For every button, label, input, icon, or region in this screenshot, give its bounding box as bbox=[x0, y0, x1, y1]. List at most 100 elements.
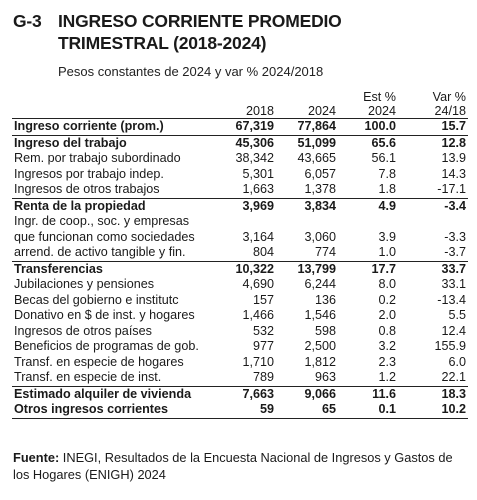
table-body: Ingreso corriente (prom.) 67,319 77,864 100… bbox=[12, 118, 468, 419]
figure-code: G-3 bbox=[13, 11, 42, 31]
value-2024: 51,099 bbox=[276, 134, 338, 151]
value-2024: 1,812 bbox=[304, 354, 336, 369]
table-row: Transf. en especie de hogares 1,710 1,812 2… bbox=[12, 355, 468, 371]
value-2018: 4,690 bbox=[242, 277, 274, 292]
source-text: INEGI, Resultados de la Encuesta Naciona… bbox=[13, 450, 453, 482]
table-row: Beneficios de programas de gob. 977 2,500 3… bbox=[12, 339, 468, 355]
table-row: Ingresos de otros trabajos 1,663 1,378 1.8 -… bbox=[12, 182, 468, 198]
row-label: Beneficios de programas de gob. bbox=[14, 339, 199, 354]
change-pct: 12.8 bbox=[398, 134, 468, 151]
row-label: Jubilaciones y pensiones bbox=[14, 277, 155, 292]
value-2018: 1,663 bbox=[242, 182, 274, 197]
share-2024: 0.2 bbox=[378, 292, 396, 307]
share-2024: 0.8 bbox=[378, 323, 396, 338]
row-label: Ingreso del trabajo bbox=[12, 134, 220, 151]
value-2024 bbox=[276, 214, 338, 230]
value-2024: 43,665 bbox=[297, 151, 336, 166]
value-2018: 59 bbox=[220, 402, 276, 419]
value-2024: 136 bbox=[314, 292, 336, 307]
share-2024: 1.0 bbox=[378, 245, 396, 260]
value-2018: 67,319 bbox=[220, 118, 276, 135]
share-2024 bbox=[338, 214, 398, 230]
change-pct: 15.7 bbox=[398, 118, 468, 135]
figure-title: INGRESO CORRIENTE PROMEDIO TRIMESTRAL (2… bbox=[58, 11, 342, 53]
share-2024: 1.8 bbox=[378, 182, 396, 197]
table-row: Estimado alquiler de vivienda 7,663 9,066 1… bbox=[12, 385, 468, 402]
change-pct: 22.1 bbox=[441, 370, 466, 385]
row-label: Transferencias bbox=[12, 260, 220, 277]
source-label: Fuente: bbox=[13, 450, 60, 465]
table-header-row: 2018 2024 Est % 2024 Var % 24/18 bbox=[12, 90, 468, 119]
figure-header: G-3 INGRESO CORRIENTE PROMEDIO TRIMESTRA… bbox=[13, 10, 468, 54]
table-row: Ingr. de coop., soc. y empresas bbox=[12, 214, 468, 230]
value-2024: 6,244 bbox=[304, 277, 336, 292]
row-label: Ingr. de coop., soc. y empresas bbox=[14, 214, 190, 229]
header-2024: 2024 bbox=[307, 104, 336, 118]
table-row: Becas del gobierno e institutc 157 136 0.2 -… bbox=[12, 293, 468, 309]
change-pct: 10.2 bbox=[398, 402, 468, 419]
change-pct: 155.9 bbox=[434, 339, 466, 354]
source-note: Fuente: INEGI, Resultados de la Encuesta… bbox=[13, 449, 468, 483]
value-2024: 2,500 bbox=[304, 339, 336, 354]
change-pct: 5.5 bbox=[448, 308, 466, 323]
income-table: 2018 2024 Est % 2024 Var % 24/18 Ingreso c… bbox=[12, 90, 468, 419]
table-row: Transf. en especie de inst. 789 963 1.2 22.1 bbox=[12, 370, 468, 386]
share-2024: 1.2 bbox=[378, 370, 396, 385]
share-2024: 3.2 bbox=[378, 339, 396, 354]
change-pct: 18.3 bbox=[398, 385, 468, 402]
value-2018: 789 bbox=[252, 370, 274, 385]
row-label: Donativo en $ de inst. y hogares bbox=[14, 308, 195, 323]
header-var: Var % 24/18 bbox=[432, 90, 466, 118]
value-2018: 7,663 bbox=[220, 385, 276, 402]
change-pct: -3.3 bbox=[444, 229, 466, 244]
table-row: Rem. por trabajo subordinado 38,342 43,665… bbox=[12, 151, 468, 167]
value-2018: 977 bbox=[252, 339, 274, 354]
header-2018: 2018 bbox=[245, 104, 274, 118]
share-2024: 11.6 bbox=[338, 385, 398, 402]
share-2024: 56.1 bbox=[371, 151, 396, 166]
share-2024: 17.7 bbox=[338, 260, 398, 277]
change-pct: -3.4 bbox=[398, 197, 468, 214]
row-label: Transf. en especie de inst. bbox=[14, 370, 162, 385]
table-row: Transferencias 10,322 13,799 17.7 33.7 bbox=[12, 260, 468, 277]
table-row: Renta de la propiedad 3,969 3,834 4.9 -3.4 bbox=[12, 197, 468, 214]
share-2024: 3.9 bbox=[378, 229, 396, 244]
share-2024: 4.9 bbox=[338, 197, 398, 214]
row-label: Becas del gobierno e institutc bbox=[14, 292, 179, 307]
change-pct: 13.9 bbox=[441, 151, 466, 166]
table-row: que funcionan como sociedades 3,164 3,060 3… bbox=[12, 230, 468, 246]
header-est: Est % 2024 bbox=[363, 90, 396, 118]
row-label: Rem. por trabajo subordinado bbox=[14, 151, 181, 166]
value-2018: 45,306 bbox=[220, 134, 276, 151]
value-2018: 3,969 bbox=[220, 197, 276, 214]
share-2024: 8.0 bbox=[378, 277, 396, 292]
table-row: Ingreso del trabajo 45,306 51,099 65.6 12.8 bbox=[12, 134, 468, 151]
value-2024: 6,057 bbox=[304, 166, 336, 181]
row-label: Estimado alquiler de vivienda bbox=[12, 385, 220, 402]
change-pct: -13.4 bbox=[437, 292, 466, 307]
figure-subtitle: Pesos constantes de 2024 y var % 2024/20… bbox=[58, 64, 324, 79]
value-2018: 10,322 bbox=[220, 260, 276, 277]
change-pct: 14.3 bbox=[441, 166, 466, 181]
change-pct bbox=[398, 214, 468, 230]
value-2018: 804 bbox=[252, 245, 274, 260]
table-row: Donativo en $ de inst. y hogares 1,466 1,5… bbox=[12, 308, 468, 324]
change-pct: -17.1 bbox=[437, 182, 466, 197]
value-2024: 77,864 bbox=[276, 118, 338, 135]
share-2024: 7.8 bbox=[378, 166, 396, 181]
value-2024: 963 bbox=[314, 370, 336, 385]
value-2018: 1,710 bbox=[242, 354, 274, 369]
value-2024: 3,834 bbox=[276, 197, 338, 214]
change-pct: 33.1 bbox=[441, 277, 466, 292]
title-row: G-3 INGRESO CORRIENTE PROMEDIO TRIMESTRA… bbox=[13, 10, 468, 54]
row-label: Otros ingresos corrientes bbox=[12, 402, 220, 419]
change-pct: 12.4 bbox=[441, 323, 466, 338]
table-row: arrend. de activo tangible y fin. 804 774 1… bbox=[12, 245, 468, 261]
value-2018: 157 bbox=[252, 292, 274, 307]
value-2018: 532 bbox=[252, 323, 274, 338]
table-row: Ingreso corriente (prom.) 67,319 77,864 100… bbox=[12, 118, 468, 135]
table-row: Ingresos de otros países 532 598 0.8 12.4 bbox=[12, 324, 468, 340]
row-label: que funcionan como sociedades bbox=[14, 229, 195, 244]
value-2024: 13,799 bbox=[276, 260, 338, 277]
share-2024: 2.0 bbox=[378, 308, 396, 323]
